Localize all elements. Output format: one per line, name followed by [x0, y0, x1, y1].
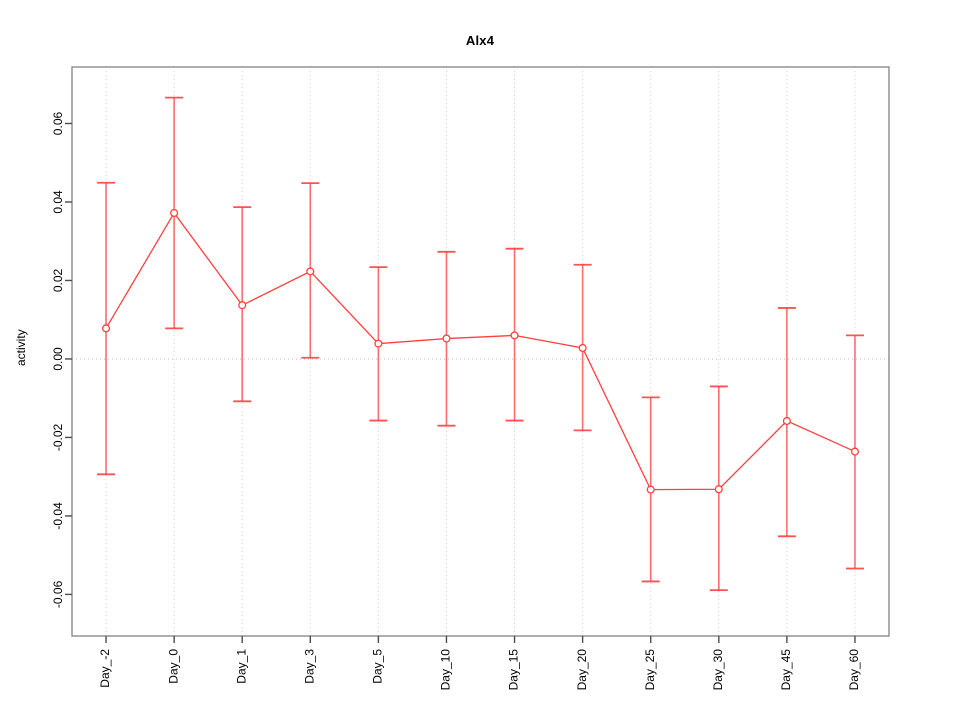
svg-text:-0.04: -0.04: [51, 502, 65, 530]
svg-text:Day_60: Day_60: [847, 649, 861, 691]
axis-box: [71, 66, 890, 637]
svg-text:Day_5: Day_5: [371, 649, 385, 684]
svg-text:Day_25: Day_25: [643, 649, 657, 691]
svg-text:Day_-2: Day_-2: [98, 649, 112, 688]
y-axis-ticks: 0.06 0.04 0.02 0.00 -0.02 -0.04 -0.06: [51, 112, 72, 608]
svg-text:Day_1: Day_1: [234, 649, 248, 684]
svg-text:Day_30: Day_30: [711, 649, 725, 691]
svg-text:0.02: 0.02: [51, 268, 65, 292]
svg-text:0.06: 0.06: [51, 112, 65, 136]
svg-text:Day_45: Day_45: [779, 649, 793, 691]
error-bars: [97, 96, 864, 591]
x-axis-ticks: Day_-2 Day_0 Day_1 Day_3 Day_5 Day_10 Day_15 Da…: [98, 636, 861, 690]
gridlines: [72, 67, 889, 636]
svg-text:Day_3: Day_3: [302, 649, 316, 684]
data-points: [101, 208, 860, 494]
svg-text:0.04: 0.04: [51, 190, 65, 214]
svg-text:Day_15: Day_15: [507, 649, 521, 691]
svg-text:Day_0: Day_0: [166, 649, 180, 684]
svg-text:-0.02: -0.02: [51, 423, 65, 451]
page-title: Alx4: [465, 33, 495, 48]
svg-text:-0.06: -0.06: [51, 580, 65, 608]
svg-text:Day_20: Day_20: [575, 649, 589, 691]
svg-text:0.00: 0.00: [51, 347, 65, 371]
svg-text:Day_10: Day_10: [439, 649, 453, 691]
series-line: [105, 211, 856, 491]
